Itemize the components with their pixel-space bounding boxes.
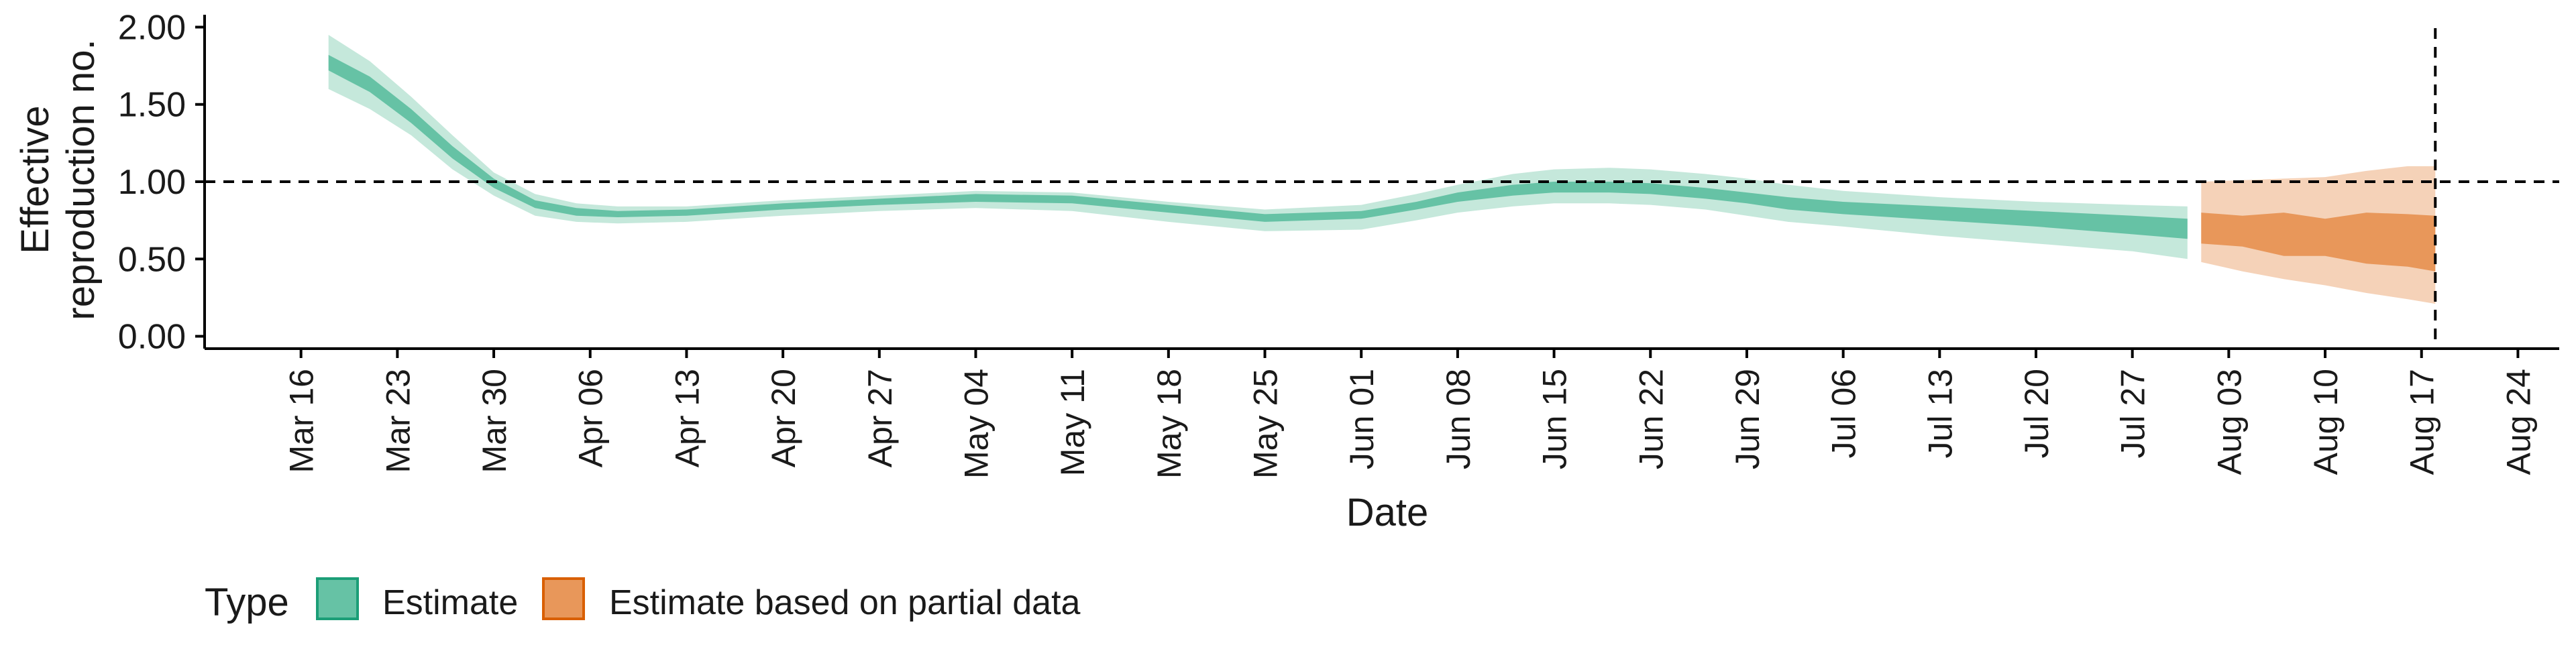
x-tick-label: Jul 06 bbox=[1825, 369, 1863, 458]
y-axis-title-line-2: reproduction no. bbox=[59, 39, 103, 320]
x-tick-label: Jul 27 bbox=[2114, 369, 2152, 458]
x-axis-title: Date bbox=[1346, 491, 1429, 534]
legend-label-estimate: Estimate bbox=[382, 583, 518, 622]
y-tick-label: 1.50 bbox=[118, 86, 186, 125]
x-tick-label: May 11 bbox=[1054, 369, 1091, 476]
x-tick-label: Aug 10 bbox=[2307, 369, 2345, 475]
estimate-outer-band bbox=[328, 35, 2188, 259]
x-tick-label: Aug 03 bbox=[2210, 369, 2248, 475]
y-axis-title: Effective reproduction no. bbox=[13, 39, 103, 320]
x-tick-label: May 18 bbox=[1150, 369, 1188, 479]
x-tick-label: Mar 30 bbox=[476, 369, 513, 473]
x-tick-label: May 25 bbox=[1247, 369, 1285, 479]
partial-estimate-inner-band bbox=[2201, 213, 2436, 272]
x-tick-label: Jun 29 bbox=[1729, 369, 1766, 469]
x-tick-label: Jul 13 bbox=[1921, 369, 1959, 458]
x-tick-label: Jun 08 bbox=[1440, 369, 1477, 469]
legend-label-partial: Estimate based on partial data bbox=[609, 583, 1081, 622]
y-tick-label: 2.00 bbox=[118, 8, 186, 47]
x-tick-label: Jul 20 bbox=[2018, 369, 2055, 458]
legend-key-estimate bbox=[316, 577, 359, 620]
x-tick-label: Aug 24 bbox=[2500, 369, 2537, 475]
legend: Type Estimate Estimate based on partial … bbox=[205, 577, 1081, 624]
x-tick-label: Jun 15 bbox=[1536, 369, 1574, 469]
y-axis-title-line-1: Effective bbox=[13, 105, 57, 253]
reference-lines bbox=[205, 28, 2559, 349]
estimate-inner-band bbox=[328, 54, 2188, 239]
y-tick-label: 0.00 bbox=[118, 318, 186, 357]
x-tick-label: Jun 01 bbox=[1343, 369, 1381, 469]
x-tick-label: Aug 17 bbox=[2404, 369, 2441, 475]
legend-key-partial bbox=[542, 577, 585, 620]
axes: 0.00 0.50 1.00 1.50 2.00 Mar 16 Mar 23 Mar 30 Ap… bbox=[118, 8, 2559, 479]
x-tick-label: Jun 22 bbox=[1632, 369, 1670, 469]
legend-title: Type bbox=[205, 581, 289, 624]
x-tick-label: Apr 20 bbox=[765, 369, 802, 467]
y-tick-label: 1.00 bbox=[118, 163, 186, 202]
x-tick-label: Apr 13 bbox=[668, 369, 706, 467]
x-tick-label: May 04 bbox=[958, 369, 996, 479]
x-tick-label: Mar 23 bbox=[379, 369, 417, 473]
y-tick-label: 0.50 bbox=[118, 240, 186, 279]
estimate-bands bbox=[328, 35, 2436, 304]
x-tick-label: Apr 06 bbox=[572, 369, 610, 467]
x-tick-label: Mar 16 bbox=[283, 369, 321, 473]
x-tick-label: Apr 27 bbox=[861, 369, 899, 467]
